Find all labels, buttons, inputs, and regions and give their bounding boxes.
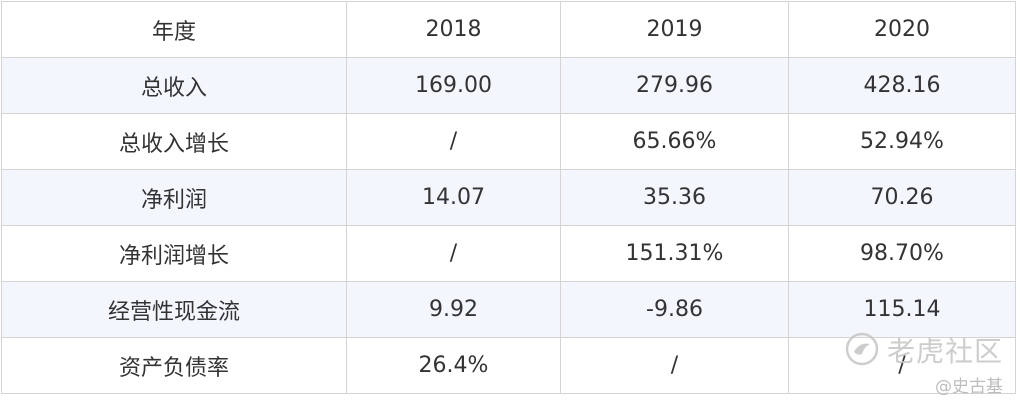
header-cell: 2018 (346, 1, 561, 58)
table-cell: 169.00 (346, 57, 561, 114)
table-cell: 151.31% (560, 225, 789, 282)
table-cell: 115.14 (788, 281, 1016, 338)
header-cell: 2020 (788, 1, 1016, 58)
table-cell: 70.26 (788, 169, 1016, 226)
table-row: 净利润增长 / 151.31% 98.70% (1, 225, 1016, 282)
table-cell: 52.94% (788, 113, 1016, 170)
table-cell: 279.96 (560, 57, 789, 114)
row-label: 资产负债率 (1, 337, 347, 394)
table-row: 总收入增长 / 65.66% 52.94% (1, 113, 1016, 170)
table-cell: 14.07 (346, 169, 561, 226)
table-row: 资产负债率 26.4% / / (1, 337, 1016, 394)
table-cell: 26.4% (346, 337, 561, 394)
table-row: 总收入 169.00 279.96 428.16 (1, 57, 1016, 114)
table-cell: -9.86 (560, 281, 789, 338)
header-cell: 年度 (1, 1, 347, 58)
table-cell: / (346, 225, 561, 282)
table-cell: / (346, 113, 561, 170)
table-cell: / (560, 337, 789, 394)
row-label: 总收入 (1, 57, 347, 114)
table-cell: 35.36 (560, 169, 789, 226)
table-cell: 9.92 (346, 281, 561, 338)
table-cell: 428.16 (788, 57, 1016, 114)
row-label: 经营性现金流 (1, 281, 347, 338)
table-header-row: 年度 2018 2019 2020 (1, 1, 1016, 58)
table-row: 净利润 14.07 35.36 70.26 (1, 169, 1016, 226)
row-label: 净利润增长 (1, 225, 347, 282)
table-cell: 98.70% (788, 225, 1016, 282)
financial-table: 年度 2018 2019 2020 总收入 169.00 279.96 428.… (1, 1, 1016, 394)
table-cell: / (788, 337, 1016, 394)
table-row: 经营性现金流 9.92 -9.86 115.14 (1, 281, 1016, 338)
header-cell: 2019 (560, 1, 789, 58)
table-cell: 65.66% (560, 113, 789, 170)
row-label: 净利润 (1, 169, 347, 226)
row-label: 总收入增长 (1, 113, 347, 170)
